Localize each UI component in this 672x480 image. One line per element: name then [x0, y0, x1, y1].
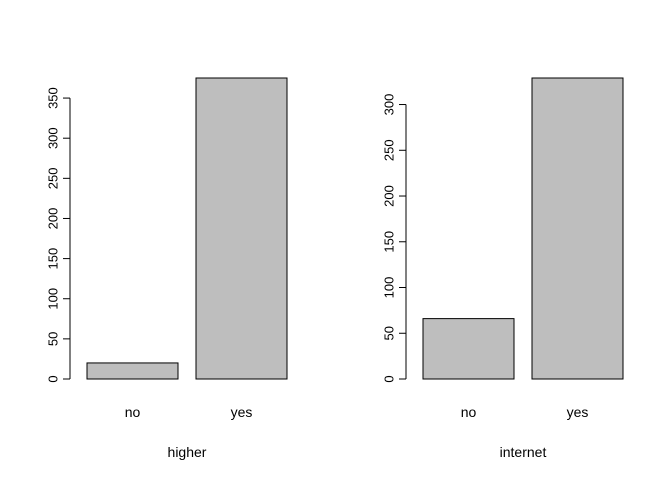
y-tick-label: 250	[382, 139, 397, 161]
y-tick-label: 300	[382, 94, 397, 116]
category-label-yes: yes	[231, 404, 253, 420]
x-axis-label: internet	[500, 444, 547, 460]
category-label-no: no	[125, 404, 141, 420]
y-tick-label: 200	[46, 208, 61, 230]
y-tick-label: 350	[46, 87, 61, 109]
bar-internet-yes	[531, 77, 624, 380]
bar-higher-no	[86, 362, 179, 380]
bar-internet-no	[422, 318, 515, 380]
y-tick-label: 150	[382, 231, 397, 253]
y-tick-label: 50	[46, 332, 61, 346]
category-label-no: no	[461, 404, 477, 420]
y-tick-label: 300	[46, 127, 61, 149]
y-tick-label: 100	[382, 277, 397, 299]
y-tick-label: 0	[382, 375, 397, 382]
y-tick-label: 0	[46, 375, 61, 382]
chart-panel-higher: no yes 0 50 100 150 200 250 300 350 higher	[46, 77, 288, 460]
y-tick-label: 50	[382, 326, 397, 340]
bar-higher-yes	[195, 77, 288, 380]
y-tick-label: 150	[46, 248, 61, 270]
chart-panel-internet: no yes 0 50 100 150 200 250 300 internet	[382, 77, 624, 460]
y-tick-label: 100	[46, 288, 61, 310]
y-tick-label: 200	[382, 185, 397, 207]
x-axis-label: higher	[168, 444, 207, 460]
y-tick-label: 250	[46, 167, 61, 189]
category-label-yes: yes	[567, 404, 589, 420]
